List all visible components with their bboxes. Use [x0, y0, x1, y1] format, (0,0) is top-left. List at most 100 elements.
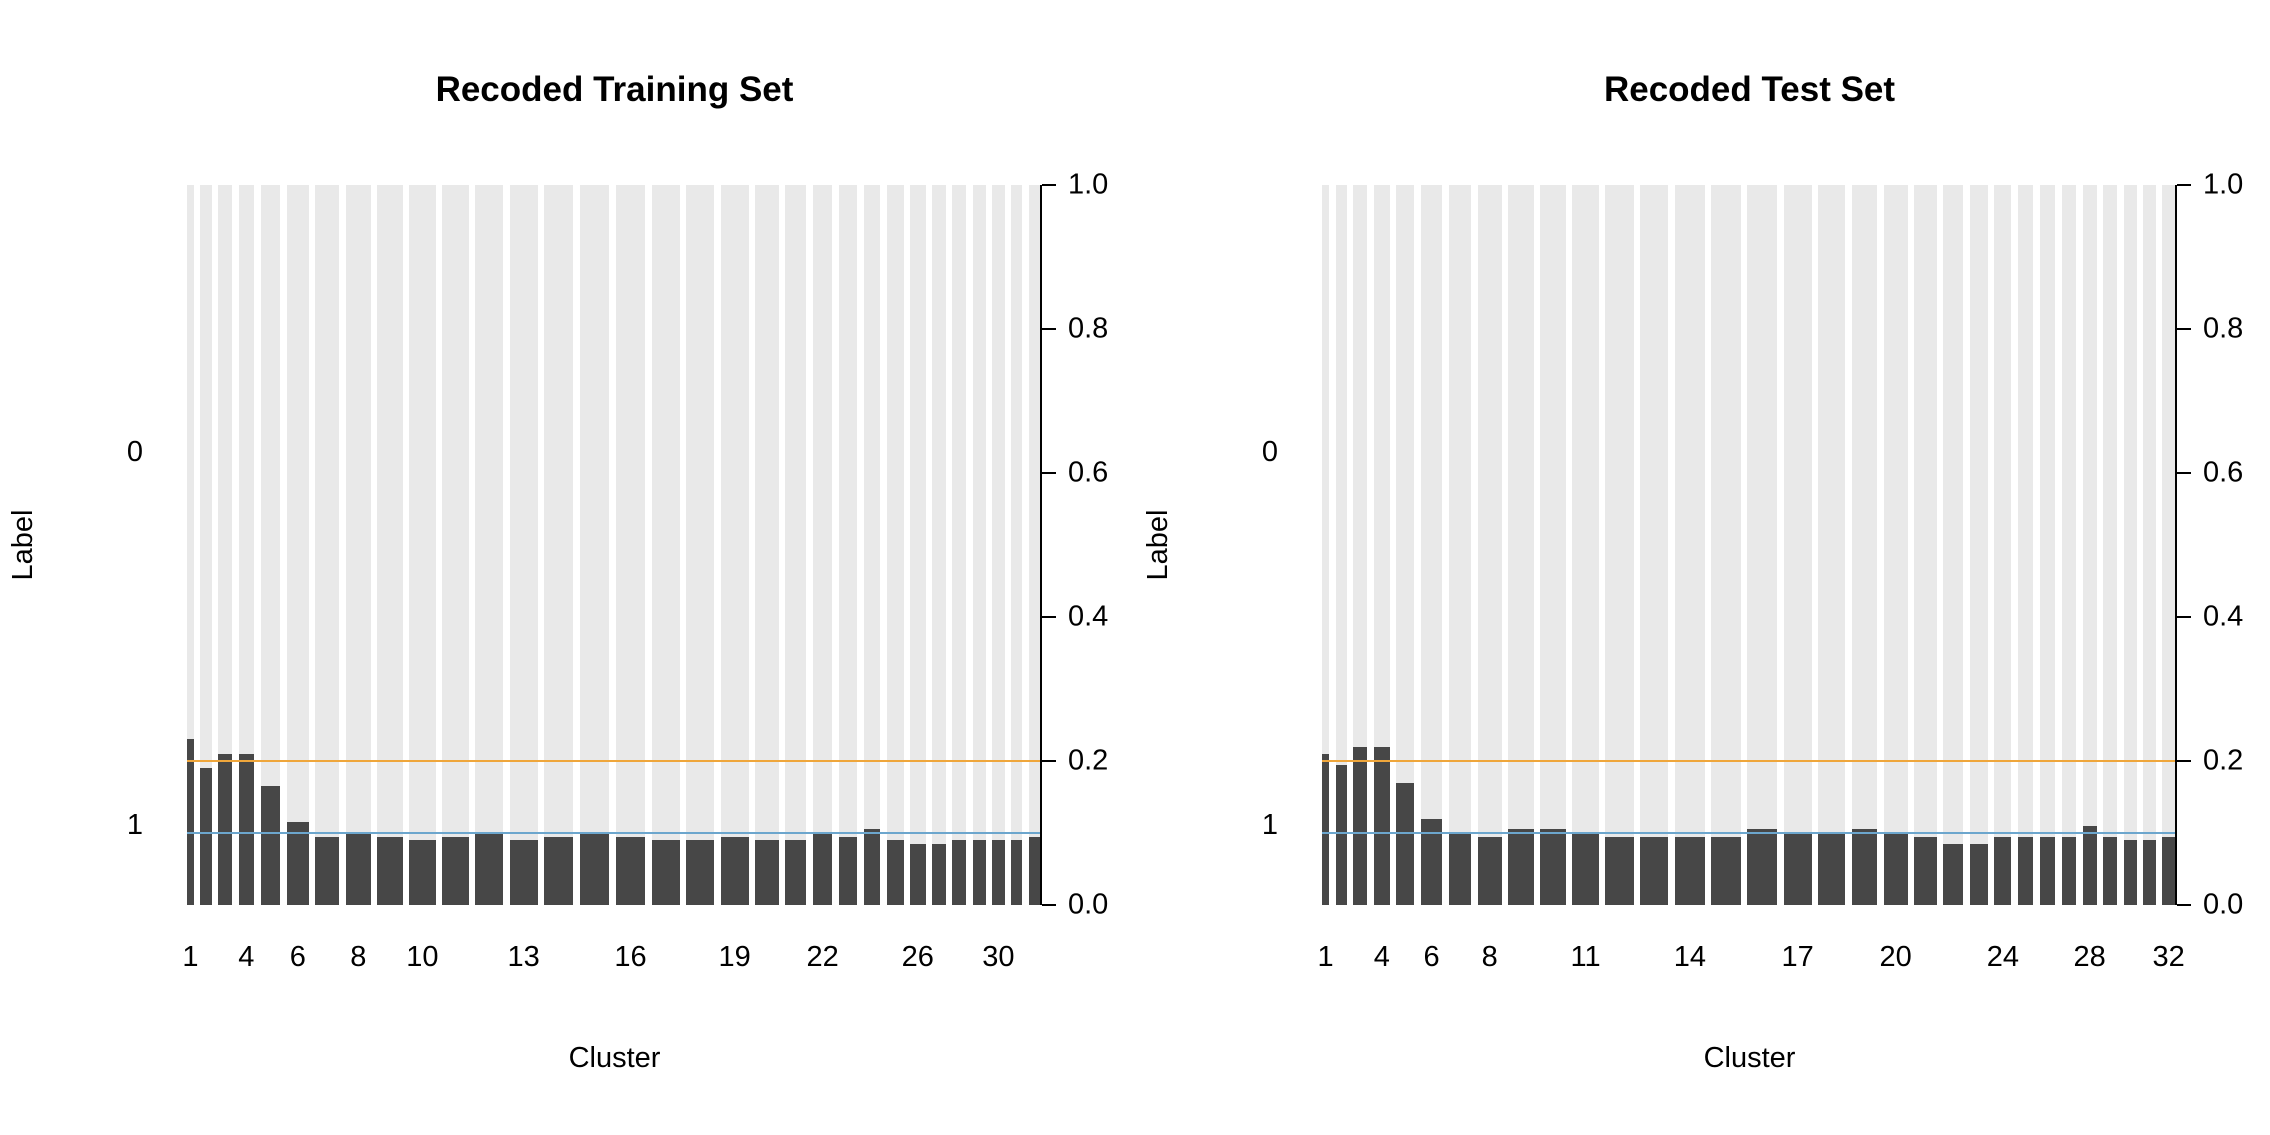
bar-label1-segment — [910, 843, 926, 905]
bar-label0-segment — [812, 185, 833, 833]
bar-label1-segment — [720, 836, 749, 905]
bar-label0-segment — [1605, 185, 1634, 837]
bar-label0-segment — [2143, 185, 2156, 841]
y-tick-mark — [2177, 328, 2191, 330]
bar-label0-segment — [686, 185, 715, 841]
bar-label1-segment — [442, 836, 469, 905]
x-tick-label: 17 — [1781, 941, 1814, 973]
y-axis-label: Label — [7, 509, 39, 581]
y-tick-mark — [2177, 760, 2191, 762]
bar-label1-segment — [2162, 836, 2175, 905]
bar-label0-segment — [910, 185, 926, 844]
bar-label1-segment — [1943, 843, 1964, 905]
x-tick-label: 6 — [289, 941, 306, 973]
bar-label1-segment — [1420, 818, 1443, 905]
bar-label1-segment — [187, 739, 194, 905]
x-tick-label: 19 — [718, 941, 751, 973]
bar-label0-segment — [1818, 185, 1846, 833]
bar-label0-segment — [238, 185, 255, 754]
x-axis-label: Cluster — [568, 1042, 661, 1074]
bar-label0-segment — [1011, 185, 1023, 841]
bar-label1-segment — [2143, 840, 2156, 905]
chart-title: Recoded Training Set — [435, 70, 794, 109]
x-tick-label: 30 — [982, 941, 1015, 973]
bar-label1-segment — [1396, 782, 1415, 905]
bar-label0-segment — [1353, 185, 1368, 747]
x-tick-label: 11 — [1570, 941, 1601, 973]
bar-label1-segment — [1851, 829, 1878, 905]
bar-label1-segment — [2123, 840, 2137, 905]
bar-label0-segment — [544, 185, 574, 837]
bar-label1-segment — [1969, 843, 1988, 905]
bar-label0-segment — [2017, 185, 2034, 837]
y-category-label-0: 0 — [1261, 436, 1279, 468]
bar-label0-segment — [218, 185, 233, 754]
bar-label1-segment — [1353, 746, 1368, 905]
bar-label1-segment — [260, 786, 281, 905]
y-tick-label: 0.0 — [2203, 888, 2244, 921]
y-tick-label: 0.8 — [1068, 312, 1109, 345]
bar-label0-segment — [1374, 185, 1390, 747]
x-tick-label: 8 — [1481, 941, 1498, 973]
y-tick-label: 0.0 — [1068, 888, 1109, 921]
bar-label1-segment — [1675, 836, 1705, 905]
bar-label1-segment — [238, 753, 255, 905]
bar-label0-segment — [1448, 185, 1472, 833]
y-tick-mark — [2177, 904, 2191, 906]
x-tick-label: 1 — [182, 941, 199, 973]
bar-label0-segment — [1420, 185, 1443, 819]
x-tick-label: 13 — [507, 941, 540, 973]
x-tick-label: 22 — [806, 941, 839, 973]
bar-label1-segment — [377, 836, 403, 905]
y-tick-mark — [2177, 472, 2191, 474]
bar-label1-segment — [1335, 764, 1347, 905]
bar-label0-segment — [785, 185, 807, 841]
x-tick-label: 20 — [1879, 941, 1912, 973]
bar-label0-segment — [1335, 185, 1347, 765]
bar-label1-segment — [409, 840, 436, 905]
bar-label1-segment — [1477, 836, 1502, 905]
bar-label1-segment — [651, 840, 680, 905]
bar-label1-segment — [544, 836, 574, 905]
bar-label0-segment — [886, 185, 904, 841]
chart-title: Recoded Test Set — [1603, 70, 1896, 109]
y-tick-label: 0.2 — [1068, 744, 1109, 777]
bar-label0-segment — [2162, 185, 2175, 837]
y-tick-label: 0.6 — [1068, 456, 1109, 489]
bar-label0-segment — [1969, 185, 1988, 844]
bar-label1-segment — [1011, 840, 1023, 905]
bar-label1-segment — [755, 840, 779, 905]
right-axis: 0.0 0.2 0.4 0.6 0.8 1.0 — [1042, 169, 1134, 921]
bar-label1-segment — [315, 836, 340, 905]
bar-label0-segment — [2082, 185, 2097, 826]
bar-label1-segment — [2061, 836, 2077, 905]
y-category-label-0: 0 — [126, 436, 144, 468]
y-tick-label: 0.4 — [1068, 600, 1109, 633]
bar-label0-segment — [1508, 185, 1534, 830]
y-tick-label: 0.8 — [2203, 312, 2244, 345]
bar-label0-segment — [1540, 185, 1566, 830]
panel-recoded-test-set: Recoded Test Set Label 0 1 0.0 0.2 0.4 0.6 0… — [1135, 0, 2270, 1135]
bar-label0-segment — [187, 185, 194, 740]
bar-label0-segment — [475, 185, 504, 833]
bar-label0-segment — [2123, 185, 2137, 841]
y-tick-label: 1.0 — [2203, 168, 2244, 201]
bar-label0-segment — [1711, 185, 1741, 837]
bar-label1-segment — [1711, 836, 1741, 905]
orange-reference-line — [187, 760, 1040, 762]
x-tick-label: 4 — [238, 941, 255, 973]
orange-reference-line — [1322, 760, 2175, 762]
bar-label1-segment — [200, 768, 212, 905]
x-axis-label: Cluster — [1703, 1042, 1796, 1074]
bar-label0-segment — [1747, 185, 1778, 830]
bar-label1-segment — [1994, 836, 2012, 905]
y-category-label-1: 1 — [126, 809, 144, 841]
bar-label1-segment — [509, 840, 538, 905]
x-tick-label: 10 — [406, 941, 439, 973]
bar-label0-segment — [200, 185, 212, 769]
bar-label0-segment — [409, 185, 436, 841]
bar-label0-segment — [972, 185, 986, 841]
bar-label0-segment — [720, 185, 749, 837]
bar-label1-segment — [1640, 836, 1669, 905]
bar-label0-segment — [1851, 185, 1878, 830]
